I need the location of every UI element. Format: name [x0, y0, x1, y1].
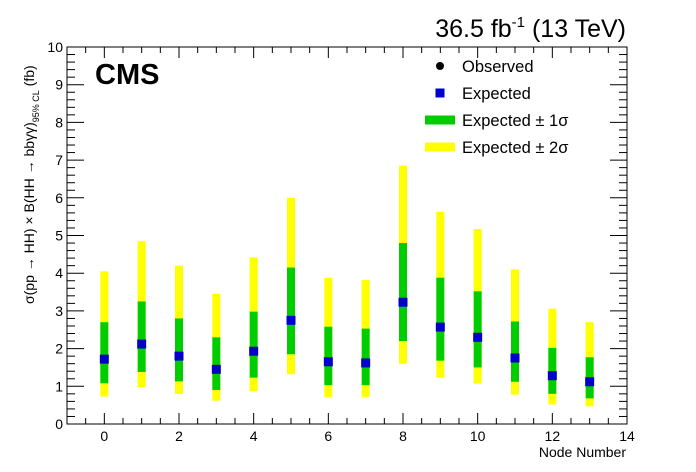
legend-label: Expected	[462, 85, 531, 103]
y-tick-label: 5	[55, 228, 63, 244]
legend-observed-marker	[436, 62, 444, 70]
y-tick-label: 4	[55, 265, 63, 281]
y-tick-label: 6	[55, 190, 63, 206]
uncertainty-bands	[100, 165, 594, 407]
band-1sigma	[548, 347, 557, 394]
band-1sigma	[212, 337, 221, 391]
legend-expected-marker	[435, 88, 445, 98]
x-tick-label: 8	[399, 428, 407, 444]
legend: Observed Expected Expected ± 1σ Expected ± …	[425, 58, 568, 157]
x-tick-label: 4	[250, 428, 258, 444]
y-tick-label: 10	[47, 39, 63, 55]
legend-band-2sigma-swatch	[425, 142, 455, 152]
expected-point	[435, 322, 445, 332]
y-tick-label: 8	[55, 114, 63, 130]
expected-point	[473, 332, 483, 342]
expected-point	[398, 297, 408, 307]
band-1sigma	[100, 322, 109, 384]
band-1sigma	[511, 321, 519, 382]
y-axis: 0 1 2 3 4 5 6 7 8 9 10	[47, 39, 627, 432]
expected-point	[547, 371, 557, 381]
x-tick-label: 0	[100, 428, 108, 444]
band-1sigma	[287, 267, 295, 355]
x-tick-label: 6	[324, 428, 332, 444]
band-1sigma	[137, 301, 146, 372]
x-tick-label: 12	[545, 428, 561, 444]
expected-point	[174, 351, 184, 361]
legend-label: Expected ± 2σ	[462, 139, 568, 157]
legend-label: Observed	[462, 58, 534, 76]
band-1sigma	[361, 328, 370, 386]
legend-band-1sigma-swatch	[425, 115, 455, 125]
expected-point	[361, 358, 371, 368]
band-1sigma	[436, 277, 445, 361]
band-1sigma	[175, 318, 183, 382]
y-tick-label: 2	[55, 341, 63, 357]
x-tick-label: 10	[470, 428, 486, 444]
luminosity-label: 36.5 fb-1 (13 TeV)	[435, 14, 626, 43]
cms-label: CMS	[95, 59, 159, 91]
plot-frame	[66, 46, 628, 425]
y-tick-label: 0	[55, 416, 63, 432]
y-tick-label: 1	[55, 378, 63, 394]
x-tick-label: 14	[619, 428, 635, 444]
y-axis-label: σ(pp → HH) × B(HH → bbγγ)95% CL (fb)	[21, 65, 41, 304]
expected-point	[99, 354, 109, 364]
band-1sigma	[399, 243, 407, 342]
expected-point	[211, 364, 221, 374]
x-axis: 0 2 4 6 8 10 12 14	[66, 47, 635, 444]
y-tick-label: 7	[55, 152, 63, 168]
band-1sigma	[324, 326, 333, 386]
y-tick-label: 3	[55, 303, 63, 319]
expected-point	[510, 353, 520, 363]
expected-point	[137, 339, 147, 349]
y-tick-label: 9	[55, 77, 63, 93]
x-axis-label: Node Number	[539, 444, 626, 460]
x-tick-label: 2	[175, 428, 183, 444]
expected-point	[323, 357, 333, 367]
band-1sigma	[473, 291, 482, 368]
expected-point	[286, 315, 296, 325]
expected-point	[585, 377, 595, 387]
expected-point	[249, 346, 259, 356]
legend-label: Expected ± 1σ	[462, 112, 568, 130]
band-1sigma	[249, 311, 258, 378]
expected-points	[99, 297, 595, 387]
